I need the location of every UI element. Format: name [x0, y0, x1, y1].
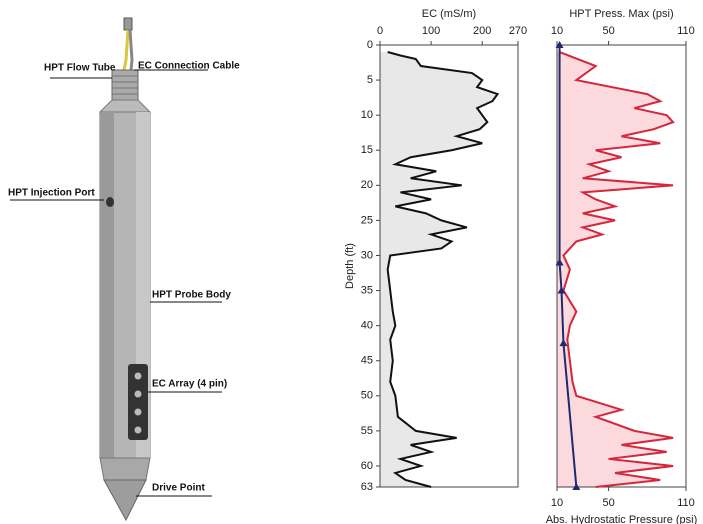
- axis-title: HPT Press. Max (psi): [569, 8, 673, 20]
- x-tick-label: 110: [677, 25, 695, 37]
- y-tick-label: 63: [361, 481, 373, 493]
- y-tick-label: 40: [361, 320, 373, 332]
- probe-drawing: [10, 17, 222, 522]
- x2-tick-label: 110: [677, 497, 695, 509]
- y-tick-label: 10: [361, 109, 373, 121]
- y-tick-label: 55: [361, 425, 373, 437]
- x2-tick-label: 50: [602, 497, 614, 509]
- y-axis-label: Depth (ft): [344, 243, 356, 289]
- y-tick-label: 30: [361, 249, 373, 261]
- x-tick-label: 0: [377, 25, 383, 37]
- probe-label: EC Connection Cable: [138, 61, 240, 72]
- y-tick-label: 50: [361, 390, 373, 402]
- probe-label: HPT Flow Tube: [44, 63, 116, 74]
- area: [380, 52, 498, 488]
- area: [557, 52, 674, 488]
- axis-title: Abs. Hydrostatic Pressure (psi): [546, 514, 698, 524]
- probe-label: HPT Probe Body: [152, 290, 231, 301]
- line: [559, 51, 675, 488]
- y-tick-label: 0: [367, 39, 373, 51]
- y-tick-label: 60: [361, 460, 373, 472]
- x2-tick-label: 10: [551, 497, 563, 509]
- x-tick-label: 200: [473, 25, 491, 37]
- x-tick-label: 100: [422, 25, 440, 37]
- probe-label: HPT Injection Port: [8, 188, 95, 199]
- axis-title: EC (mS/m): [422, 8, 476, 20]
- line: [386, 51, 500, 488]
- marker: [572, 483, 581, 490]
- y-tick-label: 25: [361, 214, 373, 226]
- marker: [555, 258, 564, 266]
- marker: [557, 286, 566, 294]
- probe-label: Drive Point: [152, 483, 205, 494]
- y-tick-label: 45: [361, 355, 373, 367]
- probe-label: EC Array (4 pin): [152, 379, 227, 390]
- plot-frame: [556, 44, 687, 488]
- y-tick-label: 5: [367, 74, 373, 86]
- marker: [559, 339, 568, 347]
- x-tick-label: 10: [551, 25, 563, 37]
- y-tick-label: 15: [361, 144, 373, 156]
- x-tick-label: 270: [509, 25, 527, 37]
- plot-frame: [379, 44, 519, 488]
- y-tick-label: 20: [361, 179, 373, 191]
- marker: [555, 41, 564, 48]
- x-tick-label: 50: [602, 25, 614, 37]
- y-tick-label: 35: [361, 284, 373, 296]
